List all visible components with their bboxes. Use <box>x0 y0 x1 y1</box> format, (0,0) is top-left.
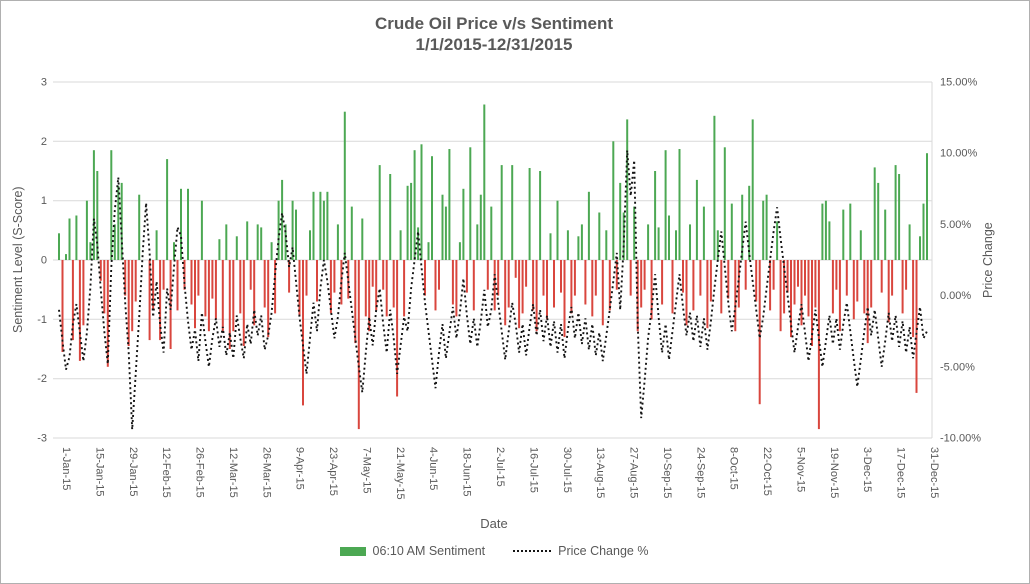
svg-text:0: 0 <box>41 255 47 267</box>
svg-text:16-Jul-15: 16-Jul-15 <box>527 447 539 493</box>
sentiment-bars <box>58 104 928 430</box>
sentiment-bar-swatch-icon <box>339 546 366 556</box>
svg-text:26-Feb-15: 26-Feb-15 <box>194 447 206 498</box>
svg-text:13-Aug-15: 13-Aug-15 <box>594 447 606 498</box>
svg-text:22-Oct-15: 22-Oct-15 <box>761 447 773 496</box>
y-axis-left-title: Sentiment Level (S-Score) <box>11 186 25 334</box>
svg-text:18-Jun-15: 18-Jun-15 <box>461 447 473 497</box>
svg-text:3: 3 <box>41 77 47 89</box>
svg-text:15.00%: 15.00% <box>940 77 978 89</box>
svg-text:4-Jun-15: 4-Jun-15 <box>427 447 439 490</box>
svg-text:5-Nov-15: 5-Nov-15 <box>795 447 807 492</box>
y-left-tick-labels: 3 2 1 0 -1 -2 -3 <box>37 77 47 445</box>
svg-text:3-Dec-15: 3-Dec-15 <box>861 447 873 492</box>
svg-text:10-Sep-15: 10-Sep-15 <box>661 447 673 498</box>
svg-text:1: 1 <box>41 195 47 207</box>
svg-text:1-Jan-15: 1-Jan-15 <box>60 447 72 490</box>
svg-text:12-Feb-15: 12-Feb-15 <box>160 447 172 498</box>
svg-text:2-Jul-15: 2-Jul-15 <box>494 447 506 487</box>
svg-text:5.00%: 5.00% <box>940 219 971 231</box>
svg-text:15-Jan-15: 15-Jan-15 <box>93 447 105 497</box>
x-tick-labels: 1-Jan-15 15-Jan-15 29-Jan-15 12-Feb-15 26-Fe… <box>60 447 940 500</box>
price-change-line <box>58 150 928 430</box>
y-axis-right-title: Price Change <box>981 222 995 298</box>
svg-text:2: 2 <box>41 136 47 148</box>
svg-text:0.00%: 0.00% <box>940 290 971 302</box>
svg-text:27-Aug-15: 27-Aug-15 <box>628 447 640 498</box>
price-dotted-line-swatch-icon <box>513 550 552 552</box>
svg-text:19-Nov-15: 19-Nov-15 <box>828 447 840 498</box>
svg-text:-2: -2 <box>37 373 47 385</box>
svg-text:12-Mar-15: 12-Mar-15 <box>227 447 239 498</box>
svg-text:8-Oct-15: 8-Oct-15 <box>728 447 740 490</box>
svg-text:-5.00%: -5.00% <box>940 361 975 373</box>
chart-title-block: Crude Oil Price v/s Sentiment 1/1/2015-1… <box>56 13 932 55</box>
legend-sentiment-label: 06:10 AM Sentiment <box>372 544 486 558</box>
svg-text:23-Apr-15: 23-Apr-15 <box>327 447 339 496</box>
gridlines <box>53 81 932 439</box>
legend-price-label: Price Change % <box>558 544 649 558</box>
svg-text:7-May-15: 7-May-15 <box>361 447 373 493</box>
chart-subtitle: 1/1/2015-12/31/2015 <box>415 35 573 54</box>
svg-text:26-Mar-15: 26-Mar-15 <box>260 447 272 498</box>
chart-title: Crude Oil Price v/s Sentiment <box>374 14 614 33</box>
svg-text:21-May-15: 21-May-15 <box>394 447 406 500</box>
svg-text:31-Dec-15: 31-Dec-15 <box>928 447 940 498</box>
svg-text:17-Dec-15: 17-Dec-15 <box>895 447 907 498</box>
svg-text:30-Jul-15: 30-Jul-15 <box>561 447 573 493</box>
legend-item-sentiment: 06:10 AM Sentiment <box>339 544 486 558</box>
svg-text:-3: -3 <box>37 433 47 445</box>
chart-legend: 06:10 AM Sentiment Price Change % <box>56 544 932 558</box>
svg-text:29-Jan-15: 29-Jan-15 <box>127 447 139 497</box>
legend-item-price: Price Change % <box>513 544 648 558</box>
y-right-tick-labels: 15.00% 10.00% 5.00% 0.00% -5.00% -10.00% <box>940 77 981 445</box>
svg-text:24-Sep-15: 24-Sep-15 <box>694 447 706 498</box>
svg-text:9-Apr-15: 9-Apr-15 <box>294 447 306 490</box>
svg-text:-1: -1 <box>37 314 47 326</box>
svg-text:-10.00%: -10.00% <box>940 433 981 445</box>
svg-text:10.00%: 10.00% <box>940 148 978 160</box>
x-axis-title: Date <box>480 516 508 531</box>
